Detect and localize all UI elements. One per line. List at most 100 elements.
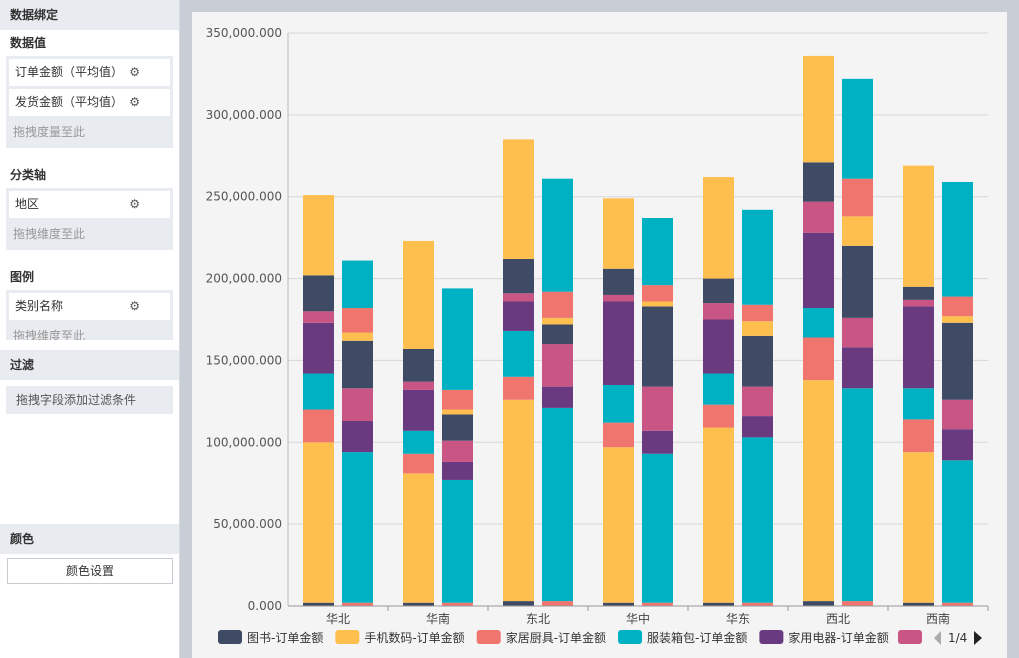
bar-segment-order[interactable]: [803, 202, 834, 233]
bar-segment-order[interactable]: [803, 601, 834, 606]
legend-next-icon[interactable]: [974, 631, 982, 645]
bar-segment-order[interactable]: [803, 56, 834, 162]
bar-segment-order[interactable]: [403, 454, 434, 474]
bar-segment-ship[interactable]: [742, 336, 773, 387]
bar-segment-ship[interactable]: [842, 601, 873, 606]
bar-segment-ship[interactable]: [442, 480, 473, 603]
bar-segment-order[interactable]: [903, 452, 934, 603]
values-drop-zone[interactable]: 订单金额（平均值） ⚙ 发货金额（平均值） ⚙ 拖拽度量至此: [6, 56, 173, 148]
bar-segment-ship[interactable]: [342, 421, 373, 452]
bar-segment-order[interactable]: [503, 259, 534, 293]
bar-segment-ship[interactable]: [942, 460, 973, 602]
bar-segment-ship[interactable]: [542, 344, 573, 387]
bar-segment-order[interactable]: [803, 338, 834, 381]
legend-swatch[interactable]: [759, 630, 783, 644]
bar-segment-ship[interactable]: [442, 414, 473, 440]
bar-segment-order[interactable]: [903, 419, 934, 452]
bar-segment-order[interactable]: [603, 198, 634, 268]
legend-drop-zone[interactable]: 类别名称 ⚙ 拖拽维度至此: [6, 290, 173, 340]
bar-segment-ship[interactable]: [342, 452, 373, 603]
bar-segment-order[interactable]: [603, 447, 634, 603]
bar-segment-ship[interactable]: [642, 387, 673, 431]
bar-segment-order[interactable]: [803, 233, 834, 308]
bar-segment-order[interactable]: [303, 374, 334, 410]
bar-segment-order[interactable]: [703, 279, 734, 304]
bar-segment-order[interactable]: [703, 428, 734, 603]
bar-segment-ship[interactable]: [842, 347, 873, 388]
bar-segment-ship[interactable]: [542, 387, 573, 408]
bar-segment-order[interactable]: [703, 177, 734, 279]
gear-icon[interactable]: ⚙: [129, 293, 140, 320]
bar-segment-ship[interactable]: [542, 324, 573, 344]
bar-segment-order[interactable]: [403, 382, 434, 390]
bar-segment-ship[interactable]: [342, 333, 373, 341]
bar-segment-ship[interactable]: [742, 437, 773, 602]
bar-segment-ship[interactable]: [642, 454, 673, 603]
bar-segment-order[interactable]: [703, 374, 734, 405]
bar-segment-ship[interactable]: [742, 321, 773, 336]
bar-segment-ship[interactable]: [842, 79, 873, 179]
bar-segment-order[interactable]: [303, 311, 334, 322]
bar-segment-ship[interactable]: [842, 179, 873, 217]
legend-swatch[interactable]: [218, 630, 242, 644]
bar-segment-ship[interactable]: [642, 285, 673, 301]
bar-segment-ship[interactable]: [942, 429, 973, 460]
bar-segment-order[interactable]: [503, 377, 534, 400]
bar-segment-ship[interactable]: [942, 182, 973, 297]
bar-segment-ship[interactable]: [342, 341, 373, 388]
bar-segment-ship[interactable]: [442, 462, 473, 480]
bar-segment-order[interactable]: [503, 139, 534, 259]
bar-segment-ship[interactable]: [442, 390, 473, 410]
bar-segment-order[interactable]: [403, 431, 434, 454]
bar-segment-order[interactable]: [603, 269, 634, 295]
value-field-order-amount[interactable]: 订单金额（平均值） ⚙: [9, 59, 170, 86]
bar-segment-ship[interactable]: [742, 305, 773, 321]
legend-label[interactable]: 家居厨具-订单金额: [506, 630, 606, 645]
bar-segment-order[interactable]: [503, 293, 534, 301]
legend-label[interactable]: 家用电器-订单金额: [788, 630, 888, 645]
bar-segment-ship[interactable]: [542, 408, 573, 601]
bar-segment-ship[interactable]: [542, 179, 573, 292]
gear-icon[interactable]: ⚙: [129, 59, 140, 86]
bar-segment-ship[interactable]: [542, 292, 573, 318]
bar-segment-order[interactable]: [403, 241, 434, 349]
bar-segment-ship[interactable]: [742, 387, 773, 416]
bar-segment-ship[interactable]: [842, 318, 873, 347]
bar-segment-order[interactable]: [903, 388, 934, 419]
bar-segment-ship[interactable]: [642, 218, 673, 285]
bar-segment-ship[interactable]: [942, 316, 973, 323]
bar-segment-ship[interactable]: [942, 323, 973, 400]
bar-segment-ship[interactable]: [842, 246, 873, 318]
bar-segment-order[interactable]: [903, 306, 934, 388]
bar-segment-ship[interactable]: [442, 441, 473, 462]
bar-segment-order[interactable]: [503, 331, 534, 377]
bar-segment-order[interactable]: [603, 385, 634, 423]
bar-segment-ship[interactable]: [442, 410, 473, 415]
gear-icon[interactable]: ⚙: [129, 191, 140, 218]
bar-segment-order[interactable]: [403, 473, 434, 602]
bar-segment-order[interactable]: [703, 320, 734, 374]
bar-segment-order[interactable]: [303, 410, 334, 443]
color-settings-button[interactable]: 颜色设置: [7, 558, 173, 584]
legend-label[interactable]: 图书-订单金额: [247, 630, 323, 645]
axis-field-region[interactable]: 地区 ⚙: [9, 191, 170, 218]
bar-segment-ship[interactable]: [642, 306, 673, 386]
bar-segment-order[interactable]: [903, 166, 934, 287]
bar-segment-order[interactable]: [603, 295, 634, 302]
bar-segment-ship[interactable]: [442, 288, 473, 390]
bar-segment-ship[interactable]: [642, 301, 673, 306]
bar-segment-order[interactable]: [303, 275, 334, 311]
legend-label[interactable]: 服装箱包-订单金额: [647, 630, 747, 645]
bar-segment-ship[interactable]: [742, 416, 773, 437]
filter-drop-zone[interactable]: 拖拽字段添加过滤条件: [6, 386, 173, 414]
bar-segment-order[interactable]: [303, 442, 334, 602]
legend-swatch[interactable]: [335, 630, 359, 644]
bar-segment-ship[interactable]: [342, 308, 373, 333]
bar-segment-ship[interactable]: [842, 388, 873, 601]
bar-segment-order[interactable]: [903, 300, 934, 307]
bar-segment-ship[interactable]: [742, 210, 773, 305]
bar-segment-ship[interactable]: [842, 216, 873, 245]
gear-icon[interactable]: ⚙: [129, 89, 140, 116]
bar-segment-order[interactable]: [503, 301, 534, 330]
bar-segment-order[interactable]: [903, 287, 934, 300]
